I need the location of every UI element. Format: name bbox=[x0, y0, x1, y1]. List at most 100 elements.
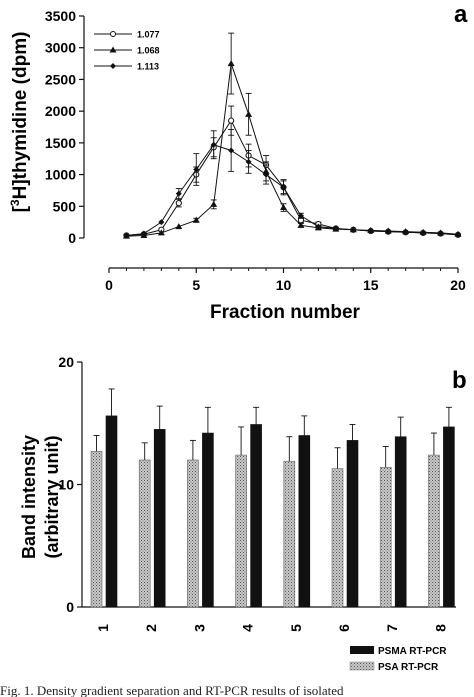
bar-psma bbox=[202, 432, 214, 608]
bar-psma bbox=[153, 429, 166, 608]
x-tick-label: 4 bbox=[240, 624, 256, 632]
y-tick-label: 2500 bbox=[45, 71, 76, 87]
x-tick-label: 5 bbox=[288, 624, 304, 632]
data-point bbox=[123, 232, 130, 239]
legend-marker-diamond bbox=[110, 63, 116, 69]
legend-swatch-psma bbox=[350, 646, 374, 654]
y-tick-label: 0 bbox=[66, 599, 74, 615]
bar-group-6 bbox=[331, 424, 359, 608]
y-tick-label: 2000 bbox=[45, 103, 76, 119]
panel-a-x-axis-label: Fraction number bbox=[210, 302, 361, 323]
data-point bbox=[263, 171, 270, 178]
bar-psma bbox=[105, 415, 118, 608]
bar-psma bbox=[298, 435, 311, 608]
data-point bbox=[175, 190, 182, 197]
y-tick-label: 3500 bbox=[45, 8, 76, 24]
data-point bbox=[385, 228, 392, 235]
legend-label-1113: 1.113 bbox=[137, 62, 159, 72]
panel-a: a [3H]thymidine (dpm) Fraction number 0 5… bbox=[8, 1, 468, 323]
panel-a-legend: 1.077 1.068 1.113 bbox=[94, 30, 160, 72]
data-point bbox=[332, 225, 339, 232]
panel-a-axes: 0 500 1000 1500 2000 2500 3000 3500 0 5 10 15 20 bbox=[45, 8, 466, 293]
data-point bbox=[157, 229, 165, 236]
bar-psma bbox=[346, 440, 359, 608]
legend-marker-triangle bbox=[109, 46, 117, 53]
x-tick-label: 10 bbox=[276, 277, 292, 293]
panel-a-y-axis-label: [3H]thymidine (dpm) bbox=[8, 32, 31, 213]
y-label-text: H]thymidine (dpm) bbox=[10, 32, 31, 200]
bar-psa bbox=[428, 454, 440, 608]
bar-group-5 bbox=[283, 415, 311, 608]
data-point bbox=[192, 216, 200, 223]
bar-psa bbox=[283, 460, 296, 608]
bar-psa bbox=[235, 454, 247, 608]
x-tick-label: 3 bbox=[191, 624, 207, 632]
data-point bbox=[175, 223, 183, 230]
panel-b-y-axis-label: Band intensity (arbitrary unit) bbox=[19, 435, 62, 559]
data-point bbox=[455, 231, 461, 238]
y-label-line2: (arbitrary unit) bbox=[42, 435, 62, 558]
y-tick-label: 0 bbox=[68, 230, 76, 246]
legend-entry-1068: 1.068 bbox=[94, 46, 160, 56]
data-point bbox=[228, 147, 235, 154]
bar-group-1 bbox=[90, 388, 118, 608]
series-1068 bbox=[122, 32, 462, 239]
legend-label-psma: PSMA RT-PCR bbox=[378, 646, 447, 657]
series-line bbox=[126, 119, 459, 236]
panel-b-legend: PSMA RT-PCR PSA RT-PCR bbox=[349, 646, 447, 673]
y-label-superscript: 3 bbox=[8, 199, 22, 206]
data-point bbox=[228, 117, 235, 124]
legend-label-1068: 1.068 bbox=[137, 46, 160, 56]
y-tick-label: 3000 bbox=[45, 40, 76, 56]
series-line bbox=[126, 144, 459, 236]
data-point bbox=[402, 229, 409, 236]
data-point bbox=[193, 166, 200, 173]
bar-psma bbox=[250, 424, 262, 608]
panel-b-plot-area bbox=[90, 388, 455, 608]
data-point bbox=[297, 212, 304, 219]
bar-psa bbox=[138, 459, 151, 608]
x-tick-label: 1 bbox=[95, 624, 111, 632]
bar-psa bbox=[90, 451, 103, 608]
bar-group-4 bbox=[235, 406, 262, 608]
x-tick-label: 7 bbox=[384, 624, 400, 632]
x-tick-label: 0 bbox=[105, 277, 113, 293]
figure-caption: Fig. 1. Density gradient separation and … bbox=[0, 684, 344, 697]
bar-group-7 bbox=[379, 416, 407, 608]
bar-group-8 bbox=[428, 406, 455, 608]
bar-psma bbox=[443, 426, 455, 608]
data-point bbox=[245, 158, 252, 165]
data-point bbox=[420, 229, 427, 236]
bar-psa bbox=[331, 468, 344, 608]
data-point bbox=[210, 200, 218, 207]
bar-group-2 bbox=[138, 405, 166, 608]
x-tick-label: 20 bbox=[450, 277, 466, 293]
y-tick-label: 10 bbox=[58, 477, 74, 493]
y-label-bracket: [ bbox=[10, 205, 31, 212]
legend-entry-1077: 1.077 bbox=[94, 30, 160, 40]
y-tick-label: 1000 bbox=[45, 167, 76, 183]
series-1077 bbox=[123, 105, 462, 239]
legend-label-psa: PSA RT-PCR bbox=[378, 662, 439, 673]
data-point bbox=[280, 184, 287, 191]
svg-text:[3H]thymidine (dpm): [3H]thymidine (dpm) bbox=[8, 32, 31, 213]
panel-a-plot-area bbox=[122, 32, 462, 239]
legend-label-1077: 1.077 bbox=[137, 30, 160, 40]
x-tick-label: 15 bbox=[363, 277, 379, 293]
series-line bbox=[126, 63, 459, 237]
x-tick-label: 5 bbox=[192, 277, 200, 293]
bar-psa bbox=[187, 459, 199, 608]
legend-marker-open-circle bbox=[110, 31, 116, 37]
x-tick-label: 8 bbox=[432, 624, 448, 632]
data-point bbox=[227, 60, 235, 67]
data-point bbox=[350, 226, 357, 233]
panel-b-letter: b bbox=[452, 367, 467, 394]
legend-entry-psa: PSA RT-PCR bbox=[349, 661, 439, 673]
legend-entry-psma: PSMA RT-PCR bbox=[350, 646, 447, 657]
bar-psa bbox=[379, 467, 392, 608]
data-point bbox=[297, 221, 305, 228]
series-1113 bbox=[123, 129, 461, 239]
data-point bbox=[140, 230, 147, 237]
y-tick-label: 500 bbox=[53, 198, 77, 214]
